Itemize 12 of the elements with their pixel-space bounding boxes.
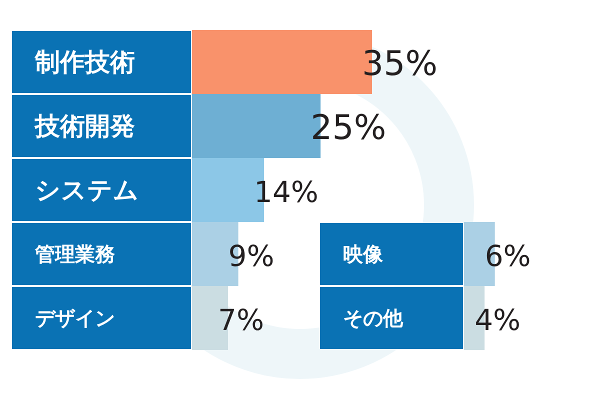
y-tick-label: デザイン	[35, 306, 115, 330]
data-label: 4%	[474, 303, 521, 337]
data-label: 14%	[254, 175, 318, 209]
y-tick-label: その他	[343, 306, 404, 330]
y-tick-label: 映像	[343, 242, 384, 266]
y-tick-label: 管理業務	[34, 242, 115, 266]
y-tick-label: 技術開発	[34, 112, 135, 140]
y-tick-label: 制作技術	[34, 48, 135, 76]
data-label: 6%	[484, 239, 531, 273]
data-label: 9%	[228, 239, 274, 273]
data-label: 7%	[218, 303, 264, 337]
y-tick-label: システム	[35, 176, 139, 204]
